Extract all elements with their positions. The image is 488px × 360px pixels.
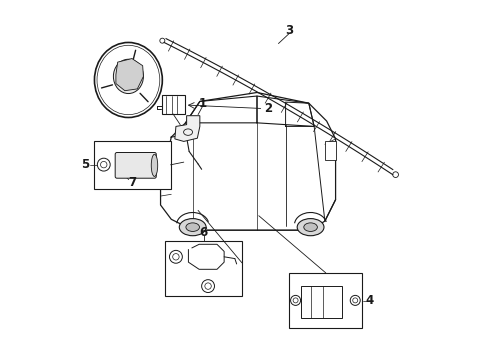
Bar (94, 141, 170, 189)
Bar (288, 273, 362, 328)
Text: 3: 3 (285, 24, 293, 37)
Bar (300, 286, 341, 318)
Bar (324, 141, 335, 160)
Ellipse shape (297, 219, 324, 236)
Ellipse shape (151, 154, 157, 176)
Ellipse shape (179, 219, 205, 236)
Text: 5: 5 (81, 158, 89, 171)
Text: 7: 7 (128, 176, 136, 189)
Polygon shape (175, 116, 200, 141)
Text: 2: 2 (263, 102, 271, 115)
Text: 6: 6 (199, 226, 207, 239)
Ellipse shape (303, 223, 317, 231)
Polygon shape (116, 59, 143, 91)
Bar (162, 95, 184, 114)
Ellipse shape (185, 223, 199, 231)
Text: 4: 4 (365, 294, 373, 307)
FancyBboxPatch shape (115, 153, 156, 178)
Bar (165, 241, 242, 296)
Ellipse shape (113, 59, 143, 94)
Text: 1: 1 (198, 97, 206, 110)
